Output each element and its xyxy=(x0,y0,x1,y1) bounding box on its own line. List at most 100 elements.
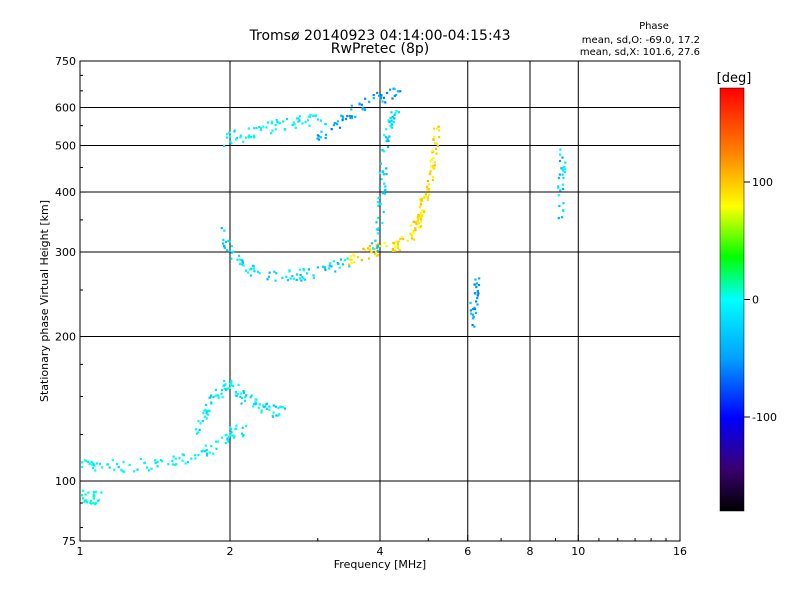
echo-point xyxy=(379,244,382,248)
echo-point xyxy=(308,124,311,127)
echo-point xyxy=(143,461,146,465)
echo-point xyxy=(223,245,226,248)
phase-box-x-stats: mean, sd,X: 101.6, 27.6 xyxy=(580,47,700,58)
echo-point xyxy=(208,409,211,412)
echo-point xyxy=(259,127,263,130)
echo-point xyxy=(374,252,377,255)
echo-point xyxy=(557,186,560,189)
echo-point xyxy=(262,404,265,407)
echo-point xyxy=(386,136,389,140)
echo-point xyxy=(90,499,93,503)
echo-point xyxy=(478,277,481,280)
echo-point xyxy=(418,198,422,201)
echo-point xyxy=(202,411,205,415)
echo-point xyxy=(175,463,178,466)
echo-point xyxy=(324,268,327,272)
echo-point xyxy=(283,407,287,410)
echo-point xyxy=(270,122,273,125)
echo-point xyxy=(388,135,391,138)
echo-point xyxy=(348,263,351,266)
echo-point xyxy=(383,241,386,244)
echo-point xyxy=(378,171,381,175)
echo-point xyxy=(348,258,351,261)
echo-point xyxy=(202,449,205,452)
echo-point xyxy=(388,121,391,124)
y-tick-label: 600 xyxy=(55,102,76,115)
echo-point xyxy=(437,129,441,132)
echo-point xyxy=(321,265,325,268)
echo-point xyxy=(384,185,387,188)
phase-box-title: Phase xyxy=(639,21,669,32)
echo-point xyxy=(229,434,232,437)
echo-point xyxy=(431,176,434,179)
echo-point xyxy=(474,300,478,303)
echo-point xyxy=(150,467,153,470)
echo-point xyxy=(381,149,384,152)
echo-point xyxy=(236,392,239,396)
echo-point xyxy=(90,460,93,464)
echo-point xyxy=(380,94,383,97)
echo-point xyxy=(295,278,298,281)
echo-point xyxy=(81,465,84,469)
echo-point xyxy=(396,244,399,248)
echo-point xyxy=(477,292,480,295)
echo-point xyxy=(205,411,208,414)
echo-point xyxy=(120,468,123,471)
echo-point xyxy=(226,438,229,441)
chart-subtitle: RwPretec (8p) xyxy=(331,41,429,57)
echo-point xyxy=(559,148,562,151)
echo-point xyxy=(248,136,251,139)
echo-point xyxy=(217,396,220,399)
echo-point xyxy=(317,138,321,141)
echo-point xyxy=(475,285,478,289)
echo-point xyxy=(361,106,364,110)
echo-point xyxy=(420,220,423,223)
echo-point xyxy=(380,178,383,181)
echo-point xyxy=(314,114,318,117)
echo-point xyxy=(190,457,193,460)
echo-point xyxy=(88,462,91,465)
echo-point xyxy=(471,307,475,311)
echo-point xyxy=(381,100,384,103)
echo-point xyxy=(240,259,244,262)
echo-point xyxy=(224,441,227,445)
echo-point xyxy=(316,266,319,269)
echo-point xyxy=(435,142,438,145)
echo-point xyxy=(199,422,202,425)
echo-point xyxy=(241,260,244,263)
echo-point xyxy=(173,463,177,466)
echo-point xyxy=(272,404,275,407)
echo-point xyxy=(292,277,296,280)
y-tick-label: 100 xyxy=(55,475,76,488)
echo-point xyxy=(226,387,230,390)
x-tick-label: 4 xyxy=(377,545,384,558)
echo-point xyxy=(98,462,102,465)
echo-point xyxy=(265,126,268,129)
echo-point xyxy=(319,136,322,139)
echo-point xyxy=(302,277,305,280)
echo-point xyxy=(117,465,120,469)
echo-point xyxy=(469,309,472,312)
echo-point xyxy=(377,228,380,231)
echo-point xyxy=(399,90,402,93)
echo-point xyxy=(418,214,421,217)
echo-point xyxy=(429,165,433,168)
echo-point xyxy=(229,426,232,429)
echo-point xyxy=(226,133,229,136)
echo-point xyxy=(324,133,328,136)
echo-point xyxy=(396,240,399,243)
echo-point xyxy=(122,460,125,464)
echo-point xyxy=(203,415,206,418)
echo-point xyxy=(227,440,230,443)
echo-point xyxy=(115,463,119,466)
echo-point xyxy=(413,238,416,241)
echo-point xyxy=(197,431,200,434)
echo-point xyxy=(429,170,432,173)
echo-point xyxy=(341,263,345,266)
echo-point xyxy=(111,459,114,462)
echo-point xyxy=(204,444,207,447)
echo-point xyxy=(229,135,232,138)
echo-point xyxy=(86,501,89,504)
echo-point xyxy=(181,453,184,456)
